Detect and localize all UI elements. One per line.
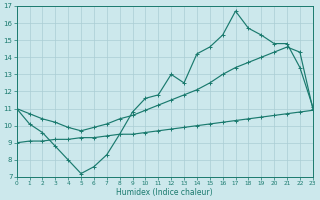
X-axis label: Humidex (Indice chaleur): Humidex (Indice chaleur)	[116, 188, 213, 197]
